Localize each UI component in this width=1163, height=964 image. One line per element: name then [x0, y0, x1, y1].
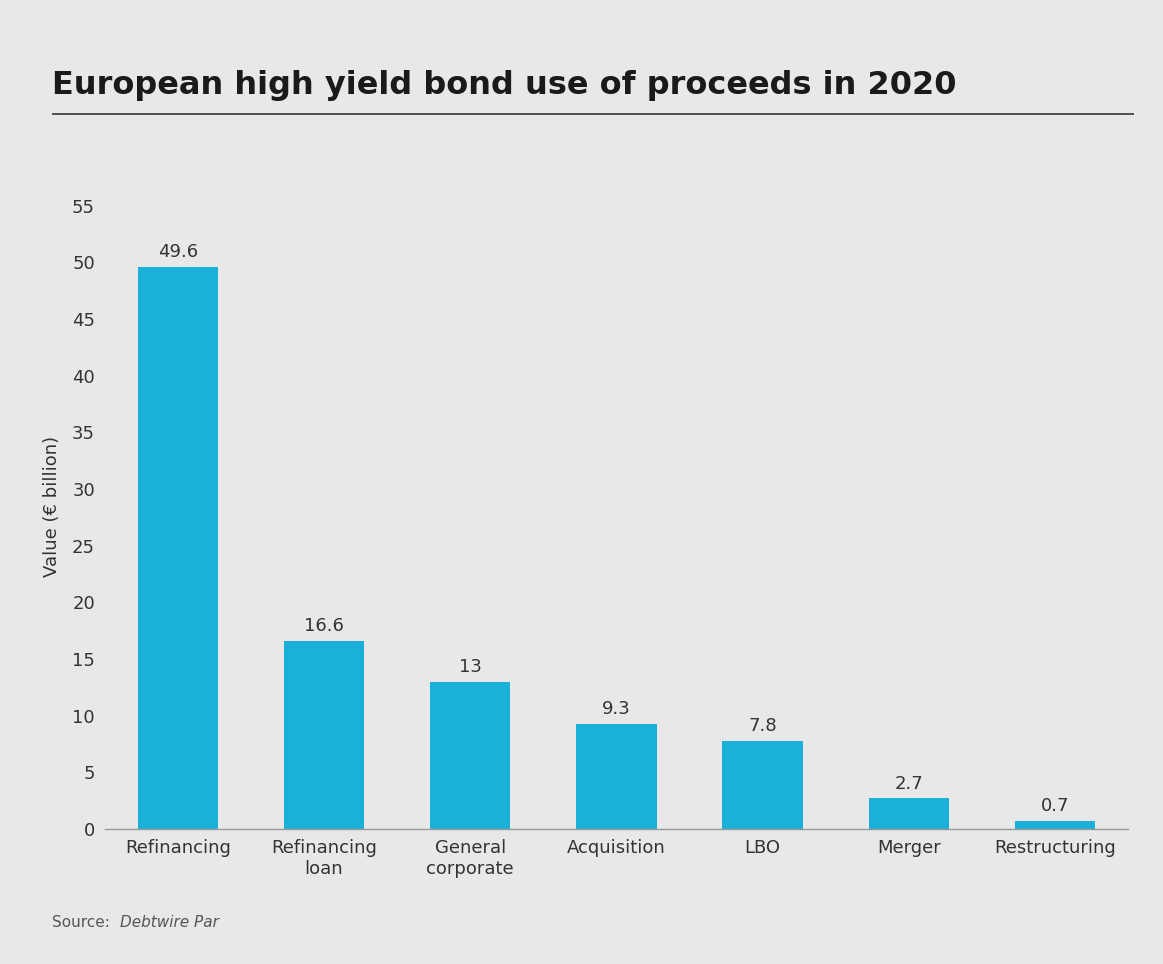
- Text: 2.7: 2.7: [894, 775, 923, 792]
- Bar: [1015, 821, 1096, 829]
- Bar: [430, 682, 511, 829]
- Text: European high yield bond use of proceeds in 2020: European high yield bond use of proceeds…: [52, 70, 957, 101]
- Bar: [284, 641, 364, 829]
- Text: 7.8: 7.8: [748, 717, 777, 735]
- Text: 13: 13: [458, 658, 481, 676]
- Bar: [576, 724, 657, 829]
- Y-axis label: Value (€ billion): Value (€ billion): [43, 436, 60, 576]
- Text: 49.6: 49.6: [158, 243, 198, 261]
- Bar: [137, 267, 217, 829]
- Bar: [869, 798, 949, 829]
- Text: 0.7: 0.7: [1041, 797, 1069, 816]
- Text: Debtwire Par: Debtwire Par: [120, 915, 219, 930]
- Bar: [722, 740, 802, 829]
- Text: 16.6: 16.6: [304, 617, 344, 635]
- Text: Source:: Source:: [52, 915, 115, 930]
- Text: 9.3: 9.3: [602, 700, 630, 718]
